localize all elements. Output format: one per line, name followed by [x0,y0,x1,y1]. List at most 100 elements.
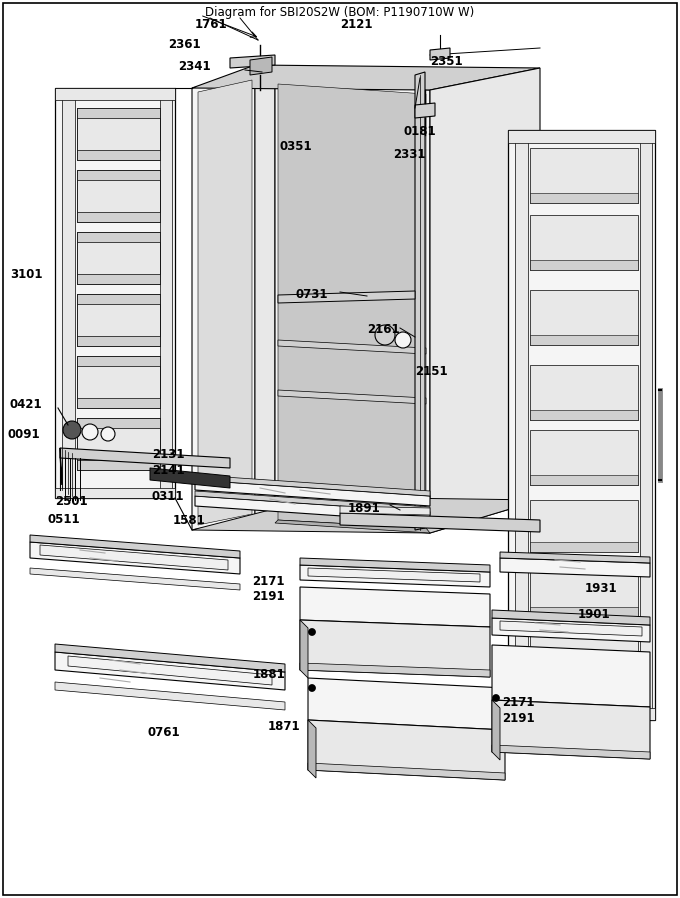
Polygon shape [160,92,172,494]
Text: 1761: 1761 [195,18,228,31]
Polygon shape [195,496,430,522]
Text: 1931: 1931 [585,582,617,595]
Polygon shape [300,558,490,572]
Polygon shape [530,607,638,617]
Text: 2361: 2361 [168,38,201,51]
Polygon shape [278,390,426,404]
Circle shape [395,332,411,348]
Text: 2131: 2131 [152,448,184,461]
Polygon shape [68,656,272,685]
Text: 0351: 0351 [280,140,313,153]
Polygon shape [77,294,160,304]
Polygon shape [530,365,638,420]
Polygon shape [278,84,426,528]
Circle shape [375,325,395,345]
Polygon shape [77,460,160,470]
Polygon shape [500,558,650,577]
Polygon shape [275,80,430,533]
Polygon shape [308,568,480,582]
Polygon shape [508,130,655,143]
Polygon shape [415,72,425,530]
Polygon shape [530,630,638,682]
Text: 2141: 2141 [152,464,185,477]
Polygon shape [308,720,316,778]
Polygon shape [500,552,650,563]
Polygon shape [300,565,490,587]
Polygon shape [55,88,175,100]
Polygon shape [150,468,230,488]
Polygon shape [77,398,160,408]
Polygon shape [77,212,160,222]
Polygon shape [300,663,490,677]
Polygon shape [500,621,642,636]
Text: Diagram for SBI20S2W (BOM: P1190710W W): Diagram for SBI20S2W (BOM: P1190710W W) [205,6,475,19]
Polygon shape [492,645,650,707]
Text: 1581: 1581 [173,514,206,527]
Polygon shape [340,513,540,532]
Text: 1901: 1901 [578,608,611,621]
Text: 2341: 2341 [178,60,211,73]
Circle shape [492,694,500,701]
Polygon shape [492,745,650,759]
Polygon shape [77,418,160,428]
Polygon shape [192,497,540,533]
Polygon shape [508,130,655,720]
Text: 3101: 3101 [10,268,42,281]
Polygon shape [55,488,175,498]
Polygon shape [77,336,160,346]
Polygon shape [530,500,638,552]
Circle shape [101,427,115,441]
Polygon shape [77,232,160,284]
Polygon shape [30,542,240,574]
Polygon shape [62,92,75,494]
Polygon shape [192,75,255,530]
Polygon shape [55,682,285,710]
Text: 0731: 0731 [296,288,328,301]
Polygon shape [530,148,638,203]
Polygon shape [77,232,160,242]
Polygon shape [530,193,638,203]
Polygon shape [492,700,500,760]
Polygon shape [195,475,430,496]
Text: 2501: 2501 [55,495,88,508]
Circle shape [309,684,316,691]
Polygon shape [30,568,240,590]
Polygon shape [530,260,638,270]
Polygon shape [308,678,505,730]
Text: 0761: 0761 [148,726,181,739]
Text: 2191: 2191 [252,590,285,603]
Polygon shape [77,274,160,284]
Text: 2171: 2171 [502,696,534,709]
Polygon shape [77,294,160,346]
Polygon shape [77,356,160,366]
Text: 2171: 2171 [252,575,284,588]
Text: 2191: 2191 [502,712,534,725]
Polygon shape [77,108,160,160]
Text: 2331: 2331 [393,148,426,161]
Text: 0511: 0511 [48,513,81,526]
Polygon shape [77,418,160,470]
Polygon shape [530,215,638,270]
Polygon shape [530,430,638,485]
Polygon shape [275,520,430,533]
Circle shape [82,424,98,440]
Polygon shape [530,335,638,345]
Polygon shape [300,620,308,678]
Polygon shape [492,618,650,642]
Polygon shape [492,700,650,759]
Polygon shape [300,620,490,677]
Polygon shape [430,68,540,533]
Polygon shape [530,290,638,345]
Polygon shape [55,652,285,690]
Text: 0181: 0181 [404,125,437,138]
Polygon shape [530,672,638,682]
Polygon shape [530,542,638,552]
Polygon shape [492,610,650,625]
Text: 2161: 2161 [367,323,400,336]
Polygon shape [55,644,285,672]
Text: 0091: 0091 [8,428,41,441]
Text: 0311: 0311 [152,490,184,503]
Polygon shape [30,535,240,558]
Text: 2351: 2351 [430,55,462,68]
Polygon shape [77,170,160,180]
